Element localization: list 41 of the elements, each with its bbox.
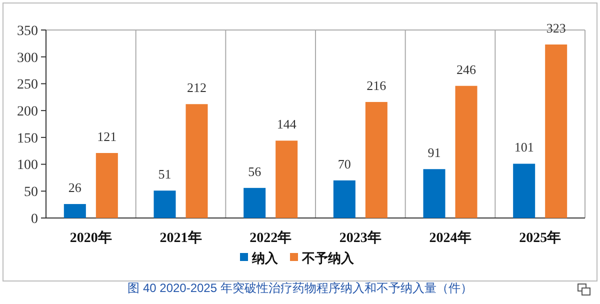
y-tick-label: 300 <box>17 50 38 66</box>
bar <box>365 102 388 218</box>
data-label: 121 <box>97 129 117 144</box>
bar <box>423 169 446 218</box>
data-label: 91 <box>428 145 441 160</box>
y-tick-label: 250 <box>17 78 38 93</box>
x-tick-label: 2024年 <box>429 230 472 246</box>
data-label: 144 <box>276 116 297 132</box>
text: 图 40 2020-2025 年突破性治疗药物程序纳入和不予纳入量（件） <box>128 281 472 295</box>
legend-label: 纳入 <box>251 250 279 266</box>
data-label: 323 <box>546 20 566 36</box>
x-tick-label: 2023年 <box>339 230 382 246</box>
data-label: 216 <box>366 78 387 93</box>
bar <box>96 153 118 218</box>
data-label: 246 <box>456 62 476 77</box>
data-label: 51 <box>158 166 172 182</box>
bar <box>545 44 568 218</box>
bar <box>154 190 176 218</box>
x-tick-label: 2020年 <box>70 230 112 246</box>
y-tick-label: 150 <box>17 131 38 146</box>
legend-label: 不予纳入 <box>301 250 355 266</box>
data-label: 212 <box>187 80 206 96</box>
y-tick-label: 0 <box>31 212 38 227</box>
data-label: 101 <box>514 140 534 155</box>
data-label: 56 <box>248 164 262 179</box>
x-tick-label: 2021年 <box>160 230 202 246</box>
data-label: 26 <box>68 180 82 196</box>
bar <box>455 86 478 218</box>
bar <box>276 140 298 218</box>
y-tick-label: 200 <box>17 104 38 120</box>
y-tick-label: 50 <box>24 185 38 200</box>
bar <box>244 188 266 218</box>
data-label: 70 <box>338 156 351 172</box>
y-tick-label: 100 <box>17 158 38 174</box>
x-tick-label: 2022年 <box>250 230 292 246</box>
y-tick-label: 350 <box>17 24 38 39</box>
x-tick-label: 2025年 <box>519 230 562 246</box>
bar <box>333 180 356 218</box>
bar <box>64 204 86 218</box>
bar <box>513 164 536 218</box>
bar <box>186 104 208 218</box>
